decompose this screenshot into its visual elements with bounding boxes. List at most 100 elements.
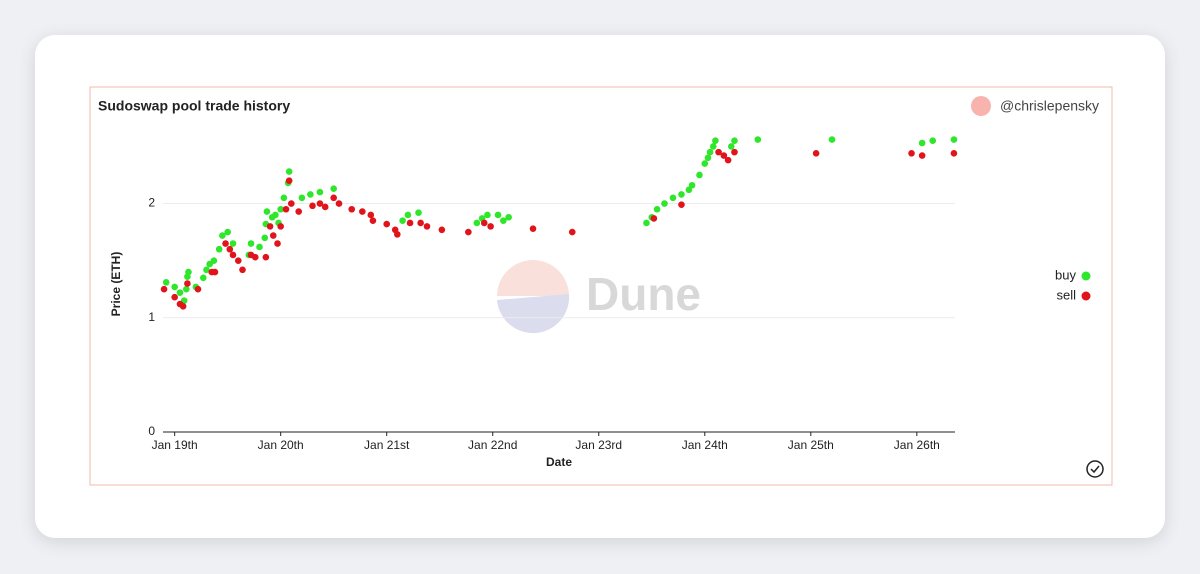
point (160, 285, 168, 293)
point (335, 200, 343, 207)
point (277, 205, 284, 213)
point (330, 185, 337, 192)
point (266, 223, 274, 230)
point (568, 228, 576, 236)
point (706, 148, 714, 156)
point (211, 268, 219, 276)
point (727, 143, 735, 150)
watermark-logo-top (497, 260, 569, 296)
point (309, 202, 316, 210)
point (678, 191, 685, 198)
point (929, 137, 937, 145)
y-tick-label: 1 (148, 310, 155, 324)
point (280, 194, 288, 202)
point (678, 201, 685, 208)
point (224, 228, 231, 236)
point (404, 211, 412, 219)
point (465, 228, 472, 236)
point (185, 268, 192, 276)
point (263, 208, 271, 215)
point (183, 285, 190, 293)
point (529, 225, 537, 232)
point (348, 205, 356, 213)
point (171, 293, 178, 301)
chart-title: Sudoswap pool trade history (98, 98, 290, 114)
point (669, 194, 677, 202)
point (222, 240, 229, 247)
point (828, 136, 836, 143)
point (918, 139, 926, 147)
x-tick-label: Jan 24th (682, 438, 728, 452)
y-axis-label: Price (ETH) (109, 252, 123, 317)
point (194, 285, 202, 293)
point (184, 280, 191, 287)
point (287, 200, 295, 207)
check-icon[interactable] (1086, 460, 1104, 478)
point (480, 219, 488, 227)
point (406, 219, 414, 227)
point (661, 200, 668, 207)
point (715, 148, 722, 156)
watermark-logo-bottom (497, 294, 570, 334)
point (269, 232, 277, 239)
point (274, 240, 281, 247)
point (950, 149, 958, 157)
point (234, 257, 242, 264)
x-tick-label: Jan 23rd (575, 438, 622, 452)
point (316, 200, 324, 207)
point (505, 213, 512, 221)
point (473, 219, 481, 227)
point (487, 223, 494, 230)
point (812, 149, 820, 157)
y-tick-label: 2 (148, 196, 155, 210)
point (688, 181, 696, 189)
point (171, 283, 178, 291)
point (438, 226, 446, 234)
point (277, 223, 284, 230)
point (731, 137, 738, 145)
point (383, 220, 391, 228)
point (179, 303, 187, 310)
point (229, 240, 237, 247)
point (285, 177, 293, 184)
point (918, 152, 926, 159)
point (417, 219, 424, 227)
point (908, 149, 915, 157)
x-tick-label: Jan 26th (894, 438, 940, 452)
point (731, 148, 738, 156)
check-circle[interactable] (1086, 460, 1104, 478)
point (643, 219, 650, 227)
point (282, 205, 290, 213)
point (251, 253, 259, 261)
legend-swatch (1081, 291, 1091, 301)
point (219, 232, 226, 239)
point (494, 211, 502, 219)
x-tick-label: Jan 20th (258, 438, 304, 452)
point (203, 266, 210, 274)
legend-label: sell (1056, 287, 1076, 302)
point (500, 217, 507, 224)
point (367, 211, 375, 219)
point (176, 289, 184, 296)
legend-swatch (1081, 271, 1091, 281)
point (484, 211, 491, 219)
point (701, 160, 709, 167)
point (229, 251, 237, 259)
point (423, 223, 431, 230)
point (295, 208, 303, 215)
point (247, 240, 255, 247)
point (298, 194, 306, 202)
point (210, 257, 218, 264)
x-tick-label: Jan 19th (152, 438, 198, 452)
check-mark[interactable] (1090, 465, 1100, 474)
point (724, 156, 732, 164)
point (256, 243, 263, 251)
point (394, 231, 401, 238)
point (369, 217, 377, 224)
point (215, 245, 223, 253)
point (950, 136, 958, 143)
point (754, 136, 762, 143)
point (261, 234, 269, 242)
